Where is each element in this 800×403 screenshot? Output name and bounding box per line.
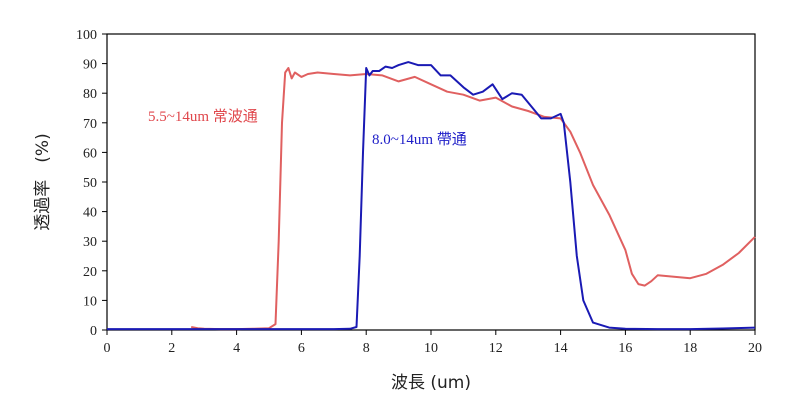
annotation-longpass: 5.5~14um 常波通 — [148, 108, 258, 125]
plot-frame — [106, 33, 756, 331]
series-bandpass-line — [107, 61, 756, 331]
x-axis-title: 波長 (um) — [391, 373, 471, 393]
x-tick-label: 18 — [683, 341, 697, 356]
y-axis-title: 透過率 (%) — [33, 133, 53, 230]
x-tick-label: 0 — [104, 341, 111, 356]
y-tick-label: 30 — [83, 235, 97, 250]
x-tick-label: 10 — [424, 341, 438, 356]
series-longpass-line — [191, 67, 756, 331]
y-tick-label: 80 — [83, 87, 97, 102]
y-tick-label: 100 — [76, 28, 97, 43]
y-tick-label: 90 — [83, 58, 97, 73]
y-tick-label: 10 — [83, 294, 97, 309]
x-tick-label: 14 — [554, 341, 568, 356]
x-tick-label: 12 — [489, 341, 503, 356]
series-layer — [107, 61, 756, 331]
y-tick-label: 0 — [90, 324, 97, 339]
y-tick-label: 20 — [83, 265, 97, 280]
x-tick-label: 6 — [298, 341, 305, 356]
axis-ticks: 0 2 4 6 8 10 12 14 16 18 20 0 10 20 30 40 50 60 70 80 90 100 — [76, 28, 762, 356]
x-tick-label: 8 — [363, 341, 370, 356]
x-tick-label: 4 — [233, 341, 240, 356]
x-tick-label: 2 — [168, 341, 175, 356]
x-tick-label: 20 — [748, 341, 762, 356]
y-tick-label: 70 — [83, 117, 97, 132]
x-tick-label: 16 — [618, 341, 632, 356]
annotation-bandpass: 8.0~14um 帶通 — [372, 131, 467, 148]
y-tick-label: 60 — [83, 146, 97, 161]
y-tick-label: 50 — [83, 176, 97, 191]
y-tick-label: 40 — [83, 206, 97, 221]
